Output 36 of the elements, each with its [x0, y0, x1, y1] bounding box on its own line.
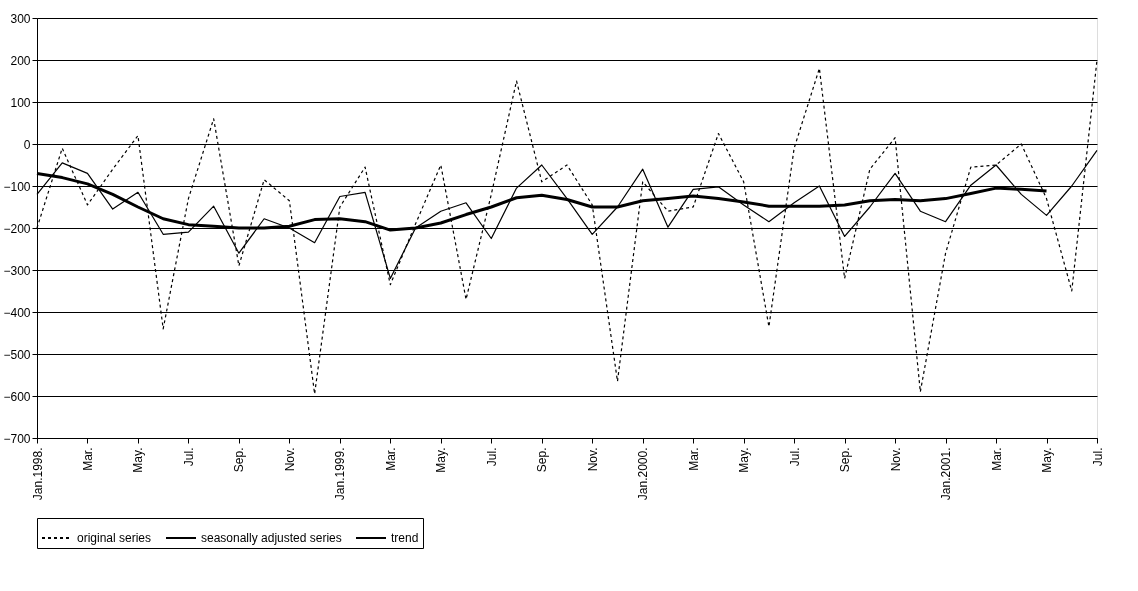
y-tick-label: −700	[3, 431, 31, 446]
y-tick-label: −200	[3, 221, 31, 236]
legend-label: trend	[391, 531, 419, 545]
legend-label: original series	[77, 531, 152, 545]
x-tick-label: Sep.	[535, 447, 550, 473]
x-tick-label: Jul.	[787, 447, 802, 467]
x-tick-label: Nov.	[888, 447, 903, 472]
x-tick-label: Mar.	[383, 447, 398, 471]
y-tick-label: −100	[3, 179, 31, 194]
x-tick-label: May.	[434, 447, 449, 473]
x-tick-label: Jan.1998.	[30, 447, 45, 501]
x-tick-label: May.	[1040, 447, 1055, 473]
x-tick-label: Nov.	[585, 447, 600, 472]
x-tick-label: Jan.1999.	[333, 447, 348, 501]
x-tick-label: Mar.	[686, 447, 701, 471]
x-tick-label: Jul.	[181, 447, 196, 467]
x-tick-label: Mar.	[80, 447, 95, 471]
x-tick-label: Sep.	[838, 447, 853, 473]
x-tick-label: Sep.	[232, 447, 247, 473]
x-tick-label: Jan.2000.	[636, 447, 651, 501]
x-tick-label: Jul.	[484, 447, 499, 467]
y-tick-label: −300	[3, 263, 31, 278]
x-tick-label: Mar.	[989, 447, 1004, 471]
x-tick-label: Jan.2001.	[939, 447, 954, 501]
y-tick-label: 200	[10, 53, 31, 68]
y-tick-label: 300	[10, 11, 31, 26]
x-tick-label: Nov.	[282, 447, 297, 472]
x-tick-label: May.	[131, 447, 146, 473]
y-tick-label: −600	[3, 389, 31, 404]
y-tick-label: −400	[3, 305, 31, 320]
x-tick-label: Jul.	[1090, 447, 1105, 467]
legend-label: seasonally adjusted series	[201, 531, 342, 545]
y-tick-label: 0	[23, 137, 31, 152]
x-tick-label: May.	[737, 447, 752, 473]
y-tick-label: −500	[3, 347, 31, 362]
y-tick-label: 100	[10, 95, 31, 110]
